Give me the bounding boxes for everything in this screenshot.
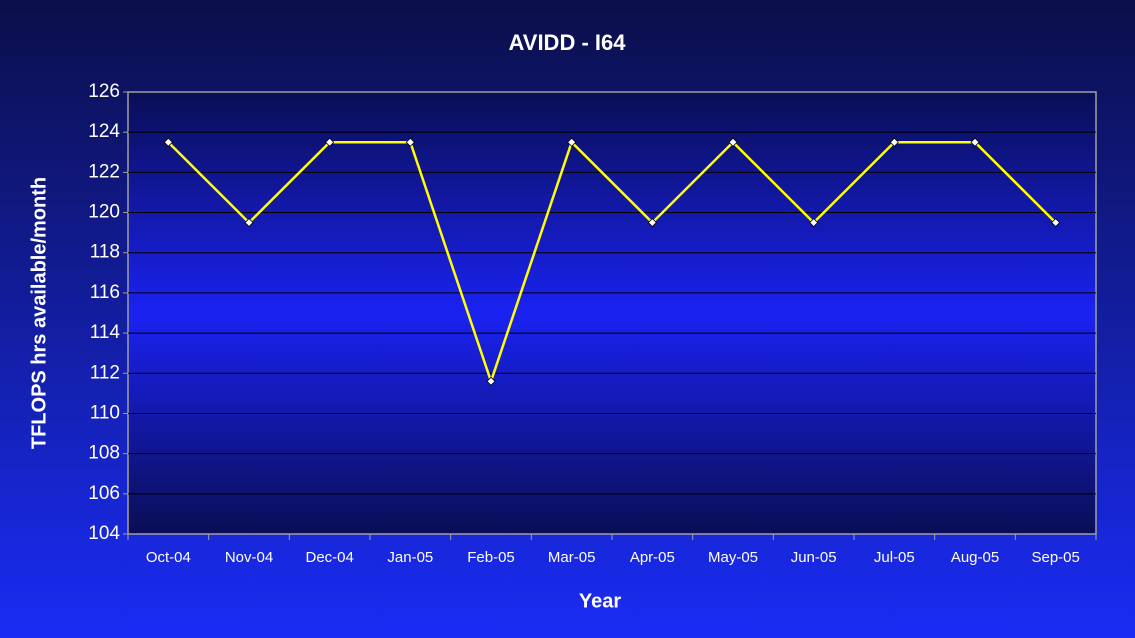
- y-tick-label: 126: [88, 81, 120, 102]
- x-tick-label: Aug-05: [951, 549, 999, 566]
- y-axis-label: TFLOPS hrs available/month: [28, 177, 50, 449]
- marker: [405, 137, 415, 147]
- x-tick-label: Jun-05: [791, 549, 837, 566]
- line: [167, 139, 1057, 386]
- x-tick-label: May-05: [708, 549, 758, 566]
- x-tick-label: Jan-05: [387, 549, 433, 566]
- chart-title: AVIDD - I64: [509, 30, 627, 55]
- marker: [1051, 218, 1061, 228]
- y-tick-label: 108: [88, 443, 120, 464]
- y-tick-label: 120: [88, 202, 120, 223]
- y-tick-label: 118: [90, 242, 120, 263]
- y-tick-label: 104: [88, 523, 120, 544]
- x-tick-label: Jul-05: [874, 549, 915, 566]
- marker: [889, 137, 899, 147]
- marker: [809, 218, 819, 228]
- y-tick-label: 112: [90, 362, 120, 383]
- y-tick-label: 114: [90, 322, 121, 343]
- x-tick-label: Nov-04: [225, 549, 273, 566]
- x-tick-label: Oct-04: [146, 549, 191, 566]
- marker: [728, 137, 738, 147]
- x-tick-label: Feb-05: [467, 549, 515, 566]
- y-tick-label: 106: [88, 483, 120, 504]
- y-tick-label: 110: [90, 402, 120, 423]
- x-axis-label: Year: [579, 590, 621, 612]
- marker: [163, 137, 173, 147]
- x-tick-label: Apr-05: [630, 549, 675, 566]
- plot-area: [127, 91, 1097, 535]
- marker: [244, 218, 254, 228]
- marker: [486, 376, 496, 386]
- y-tick-label: 122: [88, 161, 120, 182]
- y-tick-label: 116: [90, 282, 120, 303]
- marker: [325, 137, 335, 147]
- x-tick-label: Sep-05: [1031, 549, 1079, 566]
- y-tick-label: 124: [88, 121, 120, 142]
- marker: [567, 137, 577, 147]
- x-tick-label: Dec-04: [305, 549, 353, 566]
- marker: [647, 218, 657, 228]
- marker: [970, 137, 980, 147]
- x-tick-label: Mar-05: [548, 549, 596, 566]
